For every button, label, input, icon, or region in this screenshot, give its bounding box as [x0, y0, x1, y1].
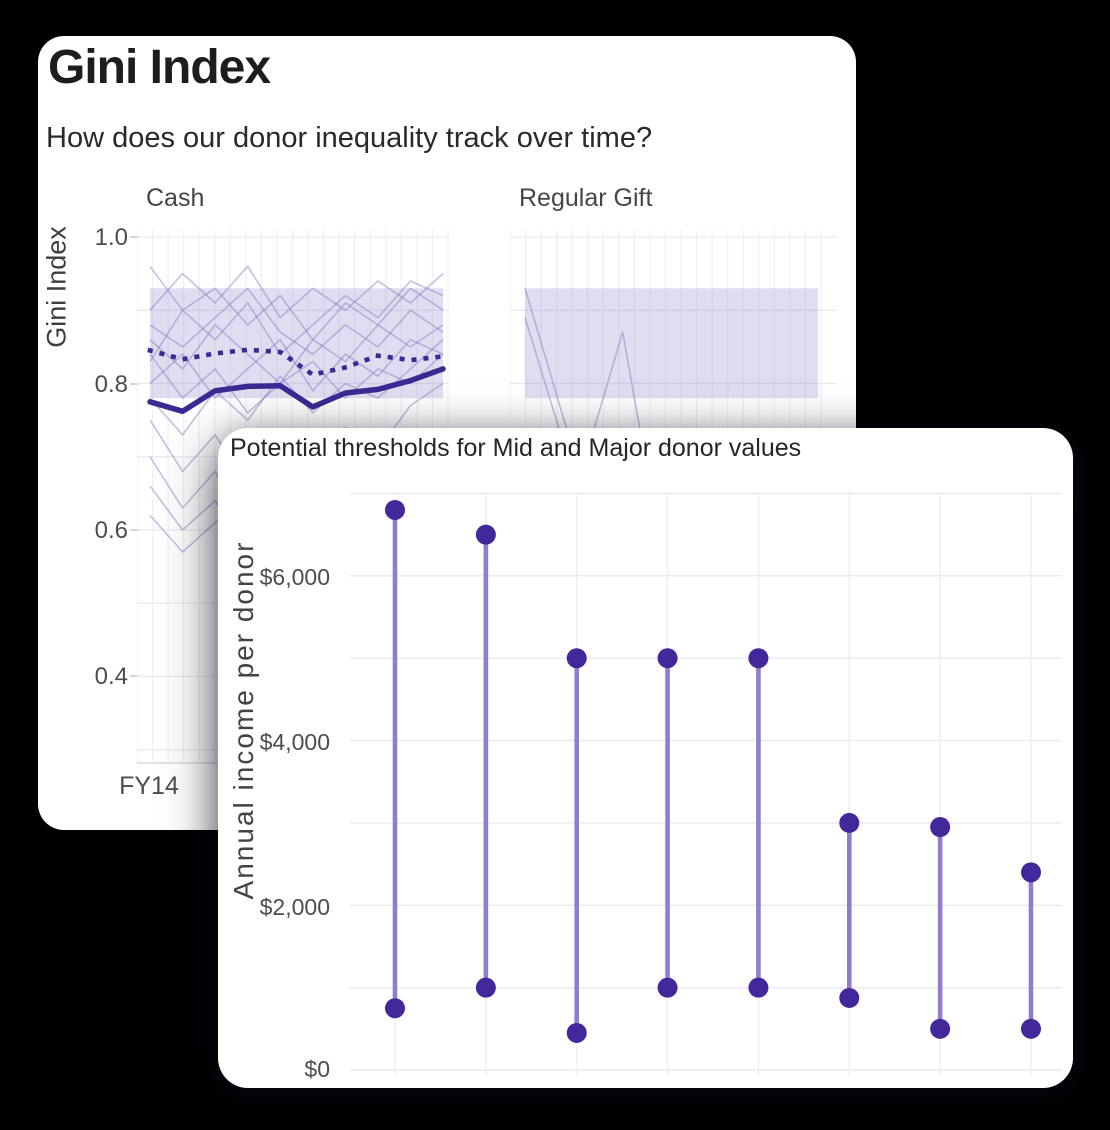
threshold-y-tick: $0 — [304, 1056, 330, 1082]
threshold-y-tick: $6,000 — [259, 564, 330, 590]
y-tick-mark — [130, 529, 139, 531]
threshold-y-axis-label: Annual income per donor — [228, 540, 259, 900]
y-tick-mark — [130, 383, 139, 385]
facet-label-cash: Cash — [146, 184, 205, 212]
gini-y-tick: 1.0 — [94, 224, 128, 251]
y-tick-mark — [130, 675, 139, 677]
dumbbell-chart — [350, 492, 1062, 1076]
gini-y-tick: 0.8 — [94, 371, 128, 398]
facet-label-regular-gift: Regular Gift — [519, 184, 653, 212]
gini-card-subtitle: How does our donor inequality track over… — [46, 122, 653, 154]
gini-y-tick: 0.4 — [94, 663, 128, 690]
threshold-card-title: Potential thresholds for Mid and Major d… — [230, 434, 802, 462]
threshold-y-tick: $4,000 — [259, 729, 330, 755]
threshold-y-tick: $2,000 — [259, 894, 330, 920]
threshold-card[interactable]: Potential thresholds for Mid and Major d… — [218, 428, 1073, 1088]
y-tick-mark — [130, 236, 139, 238]
gini-x-tick-fy14: FY14 — [119, 772, 179, 800]
gini-card-title: Gini Index — [48, 41, 271, 94]
gini-y-tick: 0.6 — [94, 517, 128, 544]
